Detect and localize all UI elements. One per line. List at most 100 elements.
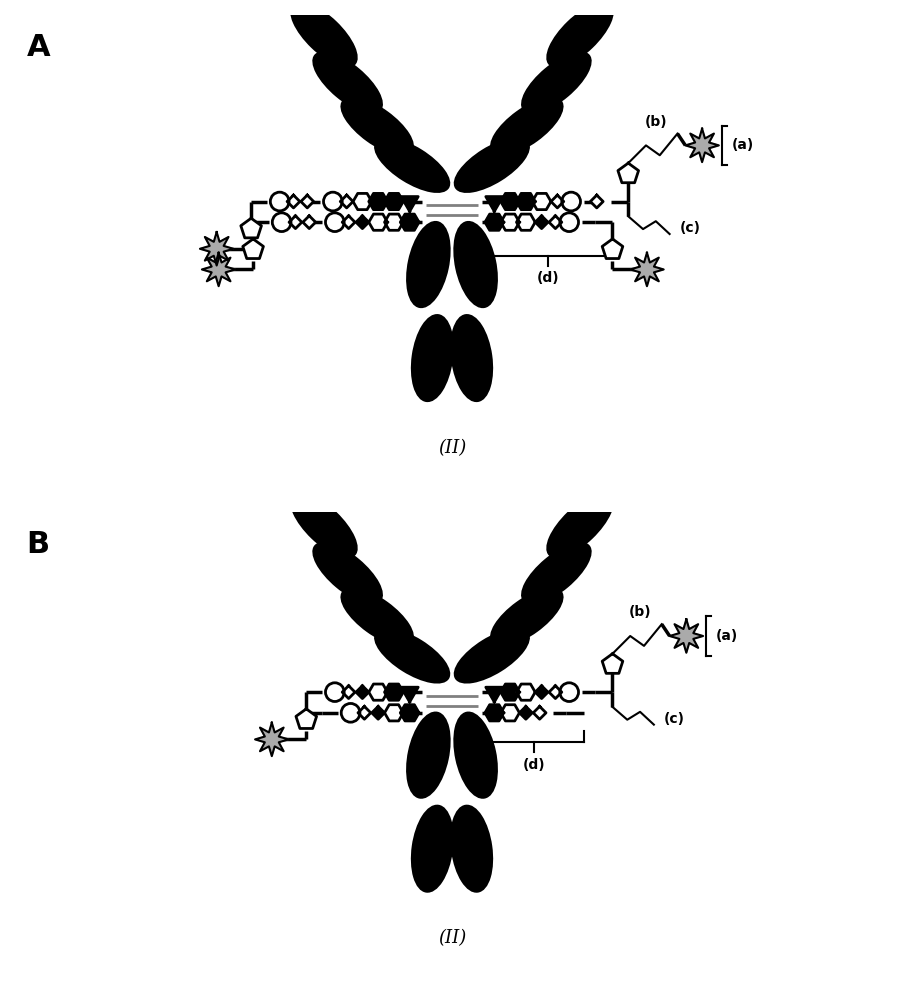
Polygon shape xyxy=(535,686,547,699)
Ellipse shape xyxy=(313,52,381,113)
Polygon shape xyxy=(532,193,550,210)
Circle shape xyxy=(340,703,359,722)
Polygon shape xyxy=(601,239,622,259)
Polygon shape xyxy=(384,705,403,721)
Text: (b): (b) xyxy=(628,605,651,619)
Polygon shape xyxy=(485,197,502,211)
Polygon shape xyxy=(368,684,387,700)
Polygon shape xyxy=(295,709,316,728)
Polygon shape xyxy=(200,232,233,266)
Circle shape xyxy=(559,213,578,232)
Polygon shape xyxy=(484,214,503,230)
Polygon shape xyxy=(243,239,263,259)
Polygon shape xyxy=(287,195,300,208)
Polygon shape xyxy=(301,195,313,208)
Circle shape xyxy=(272,213,291,232)
Polygon shape xyxy=(516,684,535,700)
Circle shape xyxy=(325,683,344,701)
Circle shape xyxy=(323,192,342,211)
Text: (c): (c) xyxy=(679,221,700,235)
Text: (a): (a) xyxy=(731,138,753,152)
Text: (II): (II) xyxy=(437,439,466,457)
Ellipse shape xyxy=(454,138,528,192)
Polygon shape xyxy=(500,193,519,210)
Ellipse shape xyxy=(412,806,452,892)
Polygon shape xyxy=(519,706,532,719)
Circle shape xyxy=(325,213,344,232)
Ellipse shape xyxy=(546,3,612,67)
Polygon shape xyxy=(601,654,622,673)
Ellipse shape xyxy=(406,222,449,307)
Polygon shape xyxy=(356,216,368,229)
Ellipse shape xyxy=(313,543,381,604)
Text: (a): (a) xyxy=(715,629,738,643)
Polygon shape xyxy=(384,193,403,210)
Polygon shape xyxy=(368,214,387,230)
Ellipse shape xyxy=(490,98,562,155)
Ellipse shape xyxy=(451,806,491,892)
Text: (d): (d) xyxy=(522,758,545,772)
Text: (c): (c) xyxy=(663,712,684,726)
Ellipse shape xyxy=(451,315,491,401)
Text: (d): (d) xyxy=(536,271,559,285)
Ellipse shape xyxy=(522,52,590,113)
Text: (II): (II) xyxy=(437,929,466,947)
Polygon shape xyxy=(629,253,663,286)
Polygon shape xyxy=(384,214,403,230)
Polygon shape xyxy=(550,195,563,208)
Polygon shape xyxy=(485,687,502,702)
Ellipse shape xyxy=(291,3,357,67)
Polygon shape xyxy=(342,216,355,229)
Polygon shape xyxy=(500,214,519,230)
Text: A: A xyxy=(26,33,51,62)
Ellipse shape xyxy=(454,629,528,683)
Polygon shape xyxy=(401,687,418,702)
Polygon shape xyxy=(289,216,302,229)
Circle shape xyxy=(559,683,578,701)
Polygon shape xyxy=(201,253,235,286)
Polygon shape xyxy=(371,706,384,719)
Polygon shape xyxy=(400,705,419,721)
Polygon shape xyxy=(533,706,545,719)
Polygon shape xyxy=(255,723,288,756)
Circle shape xyxy=(270,192,289,211)
Text: B: B xyxy=(26,530,50,559)
Polygon shape xyxy=(368,193,387,210)
Polygon shape xyxy=(353,193,371,210)
Polygon shape xyxy=(342,686,355,699)
Ellipse shape xyxy=(490,588,562,645)
Polygon shape xyxy=(484,705,503,721)
Polygon shape xyxy=(340,195,353,208)
Ellipse shape xyxy=(454,713,497,798)
Polygon shape xyxy=(618,163,638,183)
Polygon shape xyxy=(384,684,403,700)
Polygon shape xyxy=(240,218,261,238)
Ellipse shape xyxy=(375,138,449,192)
Ellipse shape xyxy=(291,493,357,557)
Text: (b): (b) xyxy=(644,115,666,129)
Polygon shape xyxy=(401,197,418,211)
Ellipse shape xyxy=(341,98,413,155)
Polygon shape xyxy=(669,619,703,653)
Circle shape xyxy=(561,192,580,211)
Ellipse shape xyxy=(406,713,449,798)
Polygon shape xyxy=(516,214,535,230)
Polygon shape xyxy=(535,216,547,229)
Polygon shape xyxy=(356,686,368,699)
Polygon shape xyxy=(548,686,561,699)
Polygon shape xyxy=(590,195,602,208)
Polygon shape xyxy=(500,684,519,700)
Polygon shape xyxy=(358,706,370,719)
Polygon shape xyxy=(500,705,519,721)
Polygon shape xyxy=(548,216,561,229)
Ellipse shape xyxy=(341,588,413,645)
Ellipse shape xyxy=(546,493,612,557)
Polygon shape xyxy=(303,216,315,229)
Ellipse shape xyxy=(522,543,590,604)
Polygon shape xyxy=(400,214,419,230)
Polygon shape xyxy=(516,193,535,210)
Ellipse shape xyxy=(454,222,497,307)
Ellipse shape xyxy=(412,315,452,401)
Polygon shape xyxy=(684,129,718,162)
Ellipse shape xyxy=(375,629,449,683)
